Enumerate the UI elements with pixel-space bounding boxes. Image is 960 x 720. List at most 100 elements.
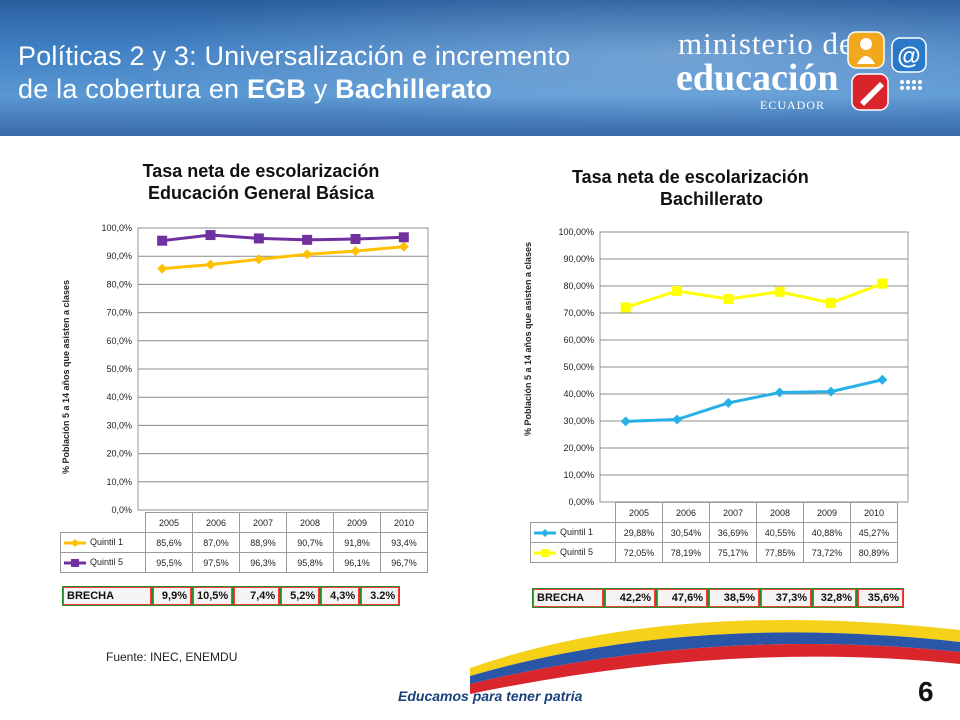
source-note: Fuente: INEC, ENEMDU [106, 650, 238, 664]
svg-text:@: @ [897, 43, 920, 70]
series-line-2 [161, 233, 404, 243]
chart2-cell: 80,89% [850, 542, 898, 563]
data-point [302, 249, 313, 260]
data-point [205, 230, 216, 241]
y-tick-label: 50,00% [563, 362, 594, 372]
brecha-value: 10,5% [192, 586, 234, 606]
data-point [205, 259, 216, 270]
chart2-cell: 36,69% [709, 522, 757, 543]
chart2-year-row: 2005 2006 2007 2008 2009 2010 [531, 502, 898, 523]
title-part-a: de la cobertura en [18, 74, 247, 104]
chart2-cell: 72,05% [615, 542, 663, 563]
series-line-2 [625, 282, 883, 309]
brecha-value: 37,3% [760, 588, 812, 608]
data-point [877, 374, 888, 385]
y-tick-label: 50,0% [106, 364, 132, 374]
chart2-cell: 78,19% [662, 542, 710, 563]
page-number: 6 [918, 676, 934, 707]
y-tick-label: 90,0% [106, 251, 132, 261]
chart1-title-line1: Tasa neta de escolarización [142, 161, 380, 181]
title-line-2: de la cobertura en EGB y Bachillerato [18, 73, 570, 106]
chart2-cell: 73,72% [803, 542, 851, 563]
chart2-cell: 29,88% [615, 522, 663, 543]
data-point [302, 234, 313, 245]
logo-ecuador: ECUADOR [760, 98, 826, 112]
chart2-legend-q5: Quintil 5 [530, 542, 616, 563]
chart1-cell: 87,0% [192, 532, 240, 553]
chart1-legend-q1: Quintil 1 [60, 532, 146, 553]
y-tick-label: 0,00% [568, 497, 594, 507]
brecha-value: 47,6% [656, 588, 708, 608]
chart2-year: 2009 [803, 502, 851, 523]
title-line-1: Políticas 2 y 3: Universalización e incr… [18, 41, 571, 71]
chart1-cell: 96,1% [333, 552, 381, 573]
y-tick-label: 80,00% [563, 281, 594, 291]
brecha-label: BRECHA [532, 588, 604, 608]
chart1-data-table: 2005 2006 2007 2008 2009 2010 Quintil 1 … [60, 512, 428, 573]
chart2-year: 2007 [709, 502, 757, 523]
chart1-year: 2007 [239, 512, 287, 533]
brecha-value: 5,2% [280, 586, 321, 606]
series-line-1 [625, 378, 883, 423]
data-point [350, 233, 361, 244]
chart1-brecha-table: BRECHA 9,9% 10,5% 7,4% 5,2% 4,3% 3.2% [62, 586, 401, 606]
chart1-year: 2006 [192, 512, 240, 533]
data-point [826, 386, 836, 397]
chart1-cell: 95,5% [145, 552, 193, 573]
y-tick-label: 20,0% [106, 449, 132, 459]
y-tick-label: 90,00% [563, 254, 594, 264]
chart2-year: 2006 [662, 502, 710, 523]
ministry-logo-icons: @ [847, 31, 927, 111]
brecha-value: 9,9% [152, 586, 192, 606]
legend-marker-q1 [64, 538, 86, 547]
data-point [157, 235, 168, 246]
legend-label: Quintil 5 [90, 557, 124, 568]
chart2-title-line1: Tasa neta de escolarización [572, 167, 809, 187]
y-tick-label: 100,00% [558, 227, 594, 237]
chart1-year: 2008 [286, 512, 334, 533]
chart1-year: 2009 [333, 512, 381, 533]
chart2-cell: 30,54% [662, 522, 710, 543]
brecha-value: 38,5% [708, 588, 760, 608]
chart2-year: 2010 [850, 502, 898, 523]
chart2-year: 2005 [615, 502, 663, 523]
chart1-cell: 91,8% [333, 532, 381, 553]
header-banner [0, 0, 960, 136]
chart2-plot: 0,00% 10,00% 20,00% 30,00% 40,00% 50,00% 60,00… [558, 227, 909, 507]
chart1-title: Tasa neta de escolarización Educación Ge… [96, 160, 426, 204]
data-point [672, 285, 682, 296]
title-part-b: EGB [246, 74, 307, 104]
chart2-row-q1: Quintil 1 29,88% 30,54% 36,69% 40,55% 40… [530, 522, 898, 543]
y-tick-label: 70,00% [563, 308, 594, 318]
chart1-year-row: 2005 2006 2007 2008 2009 2010 [61, 512, 428, 533]
title-part-d: Bachillerato [335, 74, 493, 104]
chart2-cell: 75,17% [709, 542, 757, 563]
data-point [774, 286, 785, 297]
chart2-brecha-table: BRECHA 42,2% 47,6% 38,5% 37,3% 32,8% 35,… [532, 588, 904, 608]
chart2-title-line2: Bachillerato [660, 189, 764, 209]
y-tick-label: 40,00% [563, 389, 594, 399]
chart1-year: 2005 [145, 512, 193, 533]
y-tick-label: 20,00% [563, 443, 594, 453]
y-tick-label: 30,00% [563, 416, 594, 426]
brecha-value: 3.2% [360, 586, 401, 606]
chart1-row-q1: Quintil 1 85,6% 87,0% 88,9% 90,7% 91,8% … [60, 532, 428, 553]
series-line-1 [162, 245, 404, 271]
legend-marker-q1 [534, 528, 556, 537]
brecha-value: 35,6% [857, 588, 904, 608]
chart1-plot: 0,0% 10,0% 20,0% 30,0% 40,0% 50,0% 60,0% 70,0% 8… [101, 223, 429, 515]
chart2-row-q5: Quintil 5 72,05% 78,19% 75,17% 77,85% 73… [530, 542, 898, 563]
legend-label: Quintil 1 [560, 527, 594, 538]
data-point [723, 397, 734, 408]
data-point [398, 232, 409, 243]
chart1-cell: 90,7% [286, 532, 334, 553]
y-tick-label: 60,00% [563, 335, 594, 345]
legend-marker-q5 [64, 558, 86, 567]
y-tick-label: 30,0% [106, 420, 132, 430]
chart1-cell: 95,8% [286, 552, 334, 573]
y-tick-label: 80,0% [106, 279, 132, 289]
header-glow [0, 0, 960, 136]
chart2-cell: 77,85% [756, 542, 804, 563]
data-point [350, 246, 361, 257]
chart2-cell: 40,55% [756, 522, 804, 543]
